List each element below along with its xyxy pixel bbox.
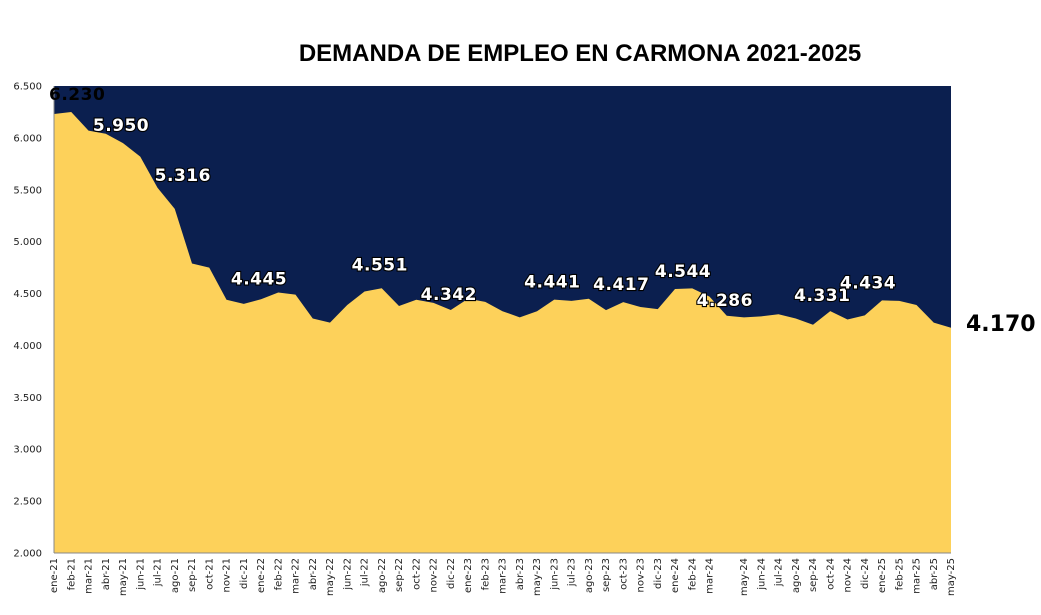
x-tick-label: jun-23	[549, 558, 560, 591]
x-tick-label: jul-22	[360, 558, 371, 587]
x-tick-label: sep-22	[394, 558, 405, 592]
x-tick-label: ago-22	[377, 558, 388, 593]
x-tick-label: feb-23	[480, 558, 491, 590]
y-tick-label: 4.000	[13, 341, 42, 352]
x-tick-label: may-22	[325, 558, 336, 596]
x-tick-label: oct-24	[825, 558, 836, 590]
data-label: 5.950	[93, 116, 149, 136]
x-tick-label: sep-24	[808, 558, 819, 592]
y-tick-label: 3.000	[13, 445, 42, 456]
x-tick-label: abr-22	[308, 558, 319, 590]
data-label: 4.331	[794, 286, 850, 306]
x-tick-label: oct-21	[204, 558, 215, 590]
x-tick-label: ene-22	[256, 558, 267, 593]
y-tick-label: 2.000	[13, 549, 42, 560]
data-label: 4.551	[352, 255, 408, 275]
x-tick-label: ene-21	[49, 558, 60, 593]
x-tick-label: dic-23	[653, 558, 664, 589]
data-label: 4.286	[697, 291, 753, 311]
y-tick-label: 2.500	[13, 497, 42, 508]
x-tick-label: jul-23	[567, 558, 578, 587]
y-tick-label: 3.500	[13, 393, 42, 404]
x-tick-label: dic-24	[860, 558, 871, 589]
data-label: 6.230	[49, 85, 105, 105]
y-tick-label: 5.000	[13, 237, 42, 248]
x-tick-label: mar-24	[705, 558, 716, 594]
x-tick-label: may-24	[739, 558, 750, 596]
x-tick-label: mar-23	[498, 558, 509, 594]
x-tick-label: nov-21	[222, 558, 233, 592]
x-tick-label: oct-23	[618, 558, 629, 590]
y-tick-label: 5.500	[13, 185, 42, 196]
x-tick-label: jun-22	[342, 558, 353, 591]
data-label: 5.316	[155, 166, 211, 186]
area-series	[54, 111, 951, 553]
x-tick-label: nov-23	[636, 558, 647, 592]
y-tick-label: 6.500	[13, 82, 42, 93]
x-tick-label: mar-21	[84, 558, 95, 594]
x-tick-label: mar-25	[912, 558, 923, 594]
data-label: 4.417	[593, 275, 649, 295]
y-tick-label: 6.000	[13, 133, 42, 144]
x-tick-label: mar-22	[291, 558, 302, 594]
x-tick-label: abr-23	[515, 558, 526, 590]
x-tick-label: abr-21	[101, 558, 112, 590]
x-tick-label: ago-23	[584, 558, 595, 593]
x-tick-label: feb-24	[687, 558, 698, 590]
x-tick-label: jun-24	[756, 558, 767, 591]
x-tick-label: feb-21	[66, 558, 77, 590]
x-tick-label: nov-24	[843, 558, 854, 592]
data-label: 4.342	[421, 285, 477, 305]
x-tick-label: feb-22	[273, 558, 284, 590]
x-tick-label: feb-25	[894, 558, 905, 590]
x-tick-label: abr-25	[929, 558, 940, 590]
data-label: 4.445	[231, 269, 287, 289]
x-tick-label: ago-24	[791, 558, 802, 593]
x-tick-label: ene-25	[877, 558, 888, 593]
x-tick-label: may-25	[946, 558, 957, 596]
x-tick-label: dic-21	[239, 558, 250, 589]
x-tick-label: may-23	[532, 558, 543, 596]
x-tick-label: ene-23	[463, 558, 474, 593]
data-label: 4.441	[524, 273, 580, 293]
x-tick-label: ago-21	[170, 558, 181, 593]
x-tick-label: jun-21	[135, 558, 146, 591]
y-tick-label: 4.500	[13, 289, 42, 300]
x-tick-label: jul-24	[774, 558, 785, 587]
x-tick-label: nov-22	[429, 558, 440, 592]
x-tick-label: ene-24	[670, 558, 681, 593]
data-label: 4.544	[655, 262, 711, 282]
data-label: 4.434	[840, 273, 896, 293]
chart-title: DEMANDA DE EMPLEO EN CARMONA 2021-2025	[298, 40, 862, 67]
data-label: 4.170	[966, 312, 1036, 337]
x-tick-label: jul-21	[153, 558, 164, 587]
x-tick-label: sep-23	[601, 558, 612, 592]
x-tick-label: sep-21	[187, 558, 198, 592]
x-tick-label: dic-22	[446, 558, 457, 589]
x-tick-label: oct-22	[411, 558, 422, 590]
x-tick-label: may-21	[118, 558, 129, 596]
